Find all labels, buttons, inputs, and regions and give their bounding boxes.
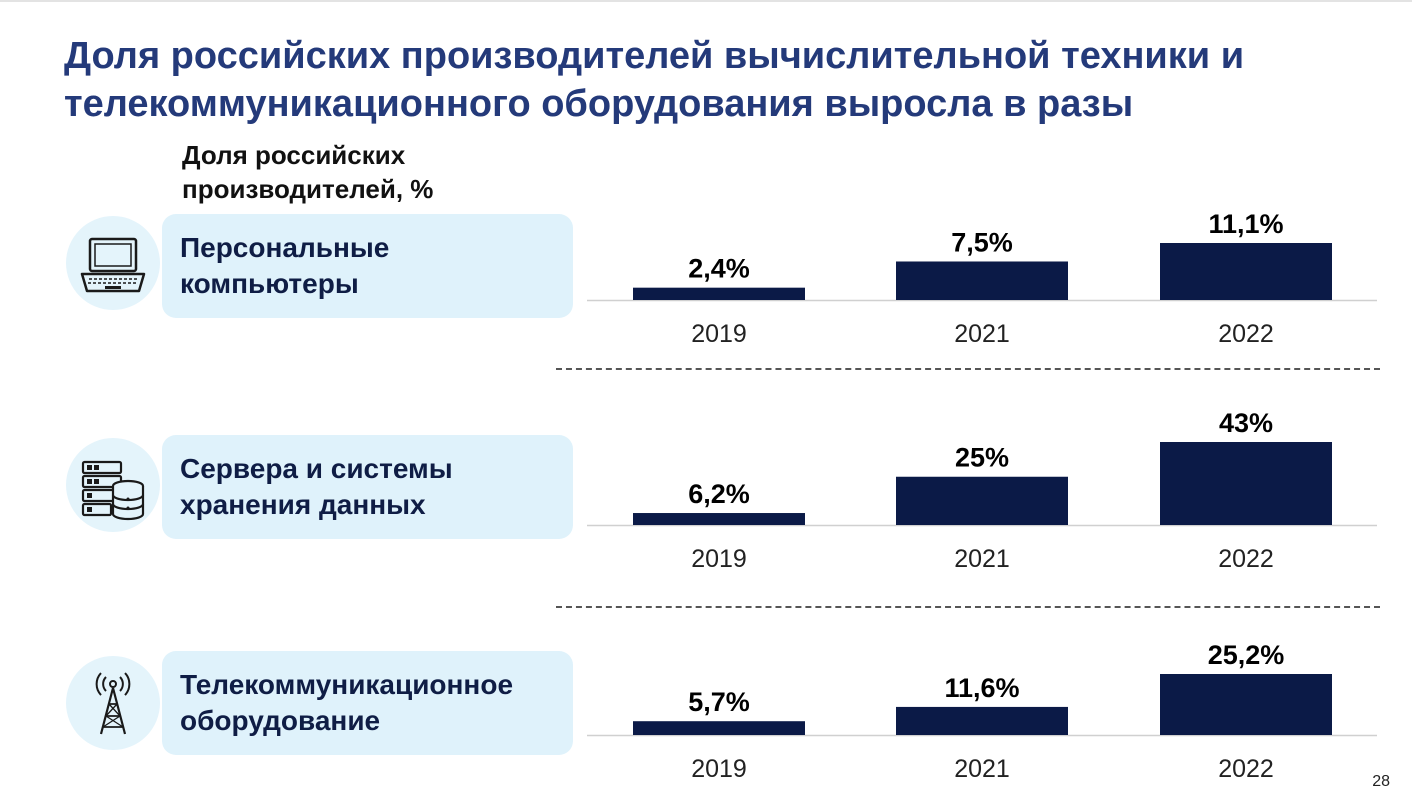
- bar-chart-pc: 2,4% 2019 7,5% 2021 11,1% 2022: [587, 209, 1377, 348]
- bar-2022: [1160, 243, 1332, 300]
- data-label: 5,7%: [688, 687, 750, 717]
- x-tick-label: 2022: [1218, 545, 1274, 573]
- category-label-line-1: Телекоммуникационное: [180, 669, 514, 700]
- chart-subtitle-line-1: Доля российских: [182, 140, 406, 170]
- category-label-line-2: хранения данных: [180, 489, 426, 520]
- x-tick-label: 2022: [1218, 755, 1274, 783]
- bar-2022: [1160, 674, 1332, 735]
- data-label: 25,2%: [1208, 640, 1285, 670]
- data-label: 2,4%: [688, 254, 750, 284]
- x-tick-label: 2022: [1218, 320, 1274, 348]
- category-label-box: Телекоммуникационное оборудование: [162, 651, 573, 755]
- page-title: Доля российских производителей вычислите…: [64, 32, 1384, 128]
- data-label: 25%: [955, 443, 1009, 473]
- category-label-box: Сервера и системы хранения данных: [162, 435, 573, 539]
- data-label: 11,1%: [1208, 209, 1283, 239]
- bar-2019: [633, 513, 805, 525]
- bar-2021: [896, 706, 1068, 735]
- chart-subtitle-line-2: производителей, %: [182, 174, 434, 204]
- bar-2019: [633, 721, 805, 735]
- x-tick-label: 2019: [691, 320, 747, 348]
- radio-tower-icon: [66, 656, 160, 750]
- x-tick-label: 2021: [954, 545, 1010, 573]
- category-label: Телекоммуникационное оборудование: [180, 667, 513, 739]
- data-label: 43%: [1219, 408, 1273, 438]
- data-label: 7,5%: [951, 227, 1013, 257]
- bar-2021: [896, 261, 1068, 300]
- category-label-line-1: Сервера и системы: [180, 453, 453, 484]
- bar-chart-telecom: 5,7% 2019 11,6% 2021 25,2% 2022: [587, 640, 1377, 783]
- laptop-icon: [66, 216, 160, 310]
- x-tick-label: 2021: [954, 320, 1010, 348]
- data-label: 11,6%: [944, 673, 1019, 703]
- bar-chart-servers: 6,2% 2019 25% 2021 43% 2022: [587, 408, 1377, 573]
- category-label: Персональные компьютеры: [180, 230, 389, 302]
- category-label-box: Персональные компьютеры: [162, 214, 573, 318]
- bar-2022: [1160, 442, 1332, 525]
- category-label-line-2: компьютеры: [180, 268, 359, 299]
- category-label: Сервера и системы хранения данных: [180, 451, 453, 523]
- page-number: 28: [1372, 773, 1390, 790]
- category-label-line-2: оборудование: [180, 705, 381, 736]
- bar-2021: [896, 476, 1068, 525]
- x-tick-label: 2019: [691, 755, 747, 783]
- category-label-line-1: Персональные: [180, 232, 390, 263]
- data-label: 6,2%: [688, 479, 750, 509]
- top-divider: [0, 0, 1412, 2]
- page-title-line-1: Доля российских производителей вычислите…: [64, 35, 1245, 77]
- chart-subtitle: Доля российских производителей, %: [182, 138, 433, 206]
- server-storage-icon: [66, 438, 160, 532]
- x-tick-label: 2019: [691, 545, 747, 573]
- row-divider: [556, 368, 1380, 370]
- row-divider: [556, 606, 1380, 608]
- page-title-line-2: телекоммуникационного оборудования вырос…: [64, 83, 1134, 125]
- bar-2019: [633, 287, 805, 300]
- x-tick-label: 2021: [954, 755, 1010, 783]
